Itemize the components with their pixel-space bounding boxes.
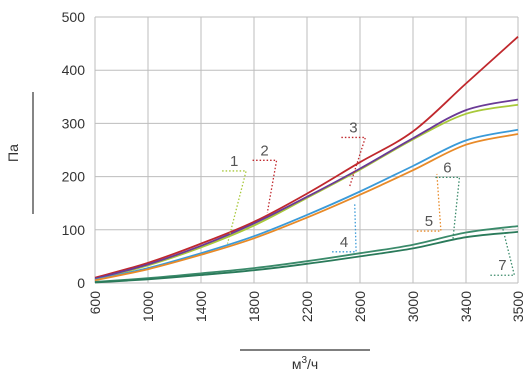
series-line-5 [94,133,519,282]
series-line-4 [94,128,519,281]
callout-leader-2 [252,159,278,213]
x-axis-title-tail: /ч [307,356,318,372]
callout-leader-1 [222,170,247,244]
series-callouts: 1 2 3 4 5 6 7 [222,119,516,276]
y-tick-label: 100 [62,222,86,238]
series-line-2 [94,36,519,279]
x-tick-label: 3400 [458,291,474,322]
x-tick-label: 3500 [510,291,526,322]
y-tick-label: 200 [62,169,86,185]
x-axis-title: м3/ч [292,355,318,372]
x-tick-label: 1000 [140,291,156,322]
x-tick-label: 1400 [193,291,209,322]
x-axis-title-base: м [292,356,302,372]
y-tick-label: 0 [77,275,85,291]
tick-labels: 0 100 200 300 400 500 600 1000 1400 1800 2200 2600 3… [62,9,526,322]
y-axis-title: Па [5,144,21,162]
callout-leader-4 [332,203,357,253]
y-tick-label: 500 [62,9,86,25]
series-line-7 [94,231,519,284]
x-tick-label: 1800 [246,291,262,322]
callout-label-2: 2 [260,142,268,159]
series-line-1 [94,103,519,281]
series-line-3 [94,98,519,280]
callout-label-1: 1 [230,153,238,170]
x-tick-label: 2600 [352,291,368,322]
callout-label-3: 3 [349,119,357,136]
x-axis-title-superscript: 3 [301,355,307,366]
callout-leader-3 [341,136,367,188]
callout-label-5: 5 [425,213,433,230]
callout-label-6: 6 [443,159,451,176]
x-tick-label: 3000 [405,291,421,322]
y-tick-label: 300 [62,115,86,131]
callout-leader-5 [416,173,442,232]
grid [94,16,519,284]
series-line-6 [94,225,519,283]
callout-leader-6 [435,176,461,241]
callout-label-4: 4 [340,234,348,251]
series-lines [94,36,519,284]
y-tick-label: 400 [62,62,86,78]
x-tick-label: 600 [87,291,103,315]
callout-label-7: 7 [498,257,506,274]
callout-leader-7 [490,226,516,276]
x-tick-label: 2200 [299,291,315,322]
